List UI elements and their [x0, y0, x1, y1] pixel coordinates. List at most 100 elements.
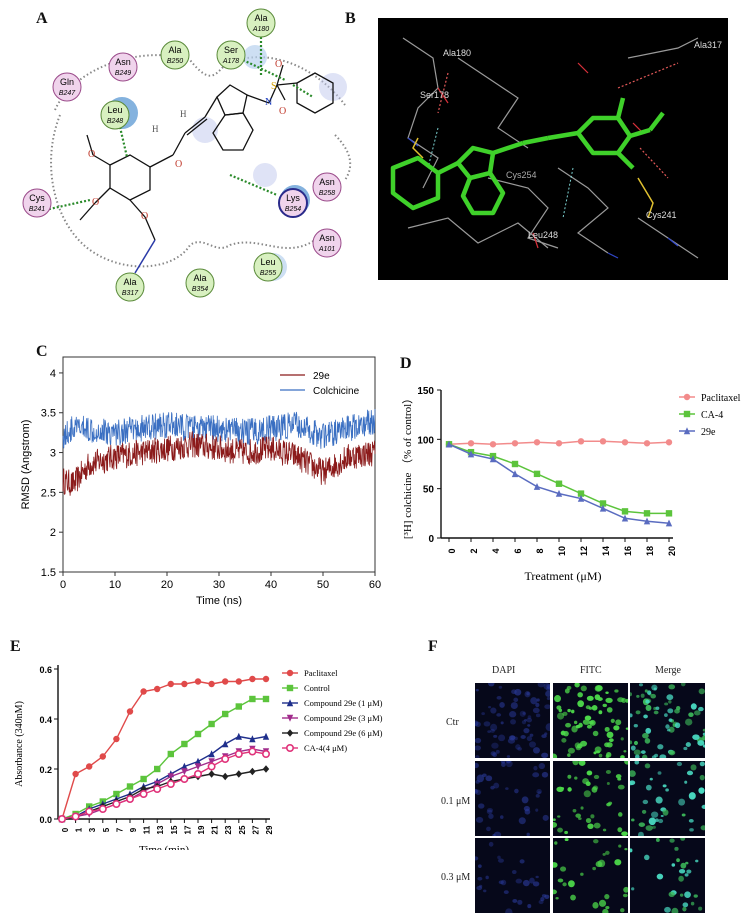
- row-label-0-3: 0.3 μM: [441, 872, 471, 883]
- docking-render: Ala180 Ser178 Ala317 Cys254 Leu248 Cys24…: [378, 18, 728, 280]
- data-point: [181, 680, 188, 688]
- data-point: [222, 710, 229, 718]
- data-point: [194, 757, 202, 765]
- x-tick-label: 27: [251, 825, 260, 834]
- data-point: [262, 732, 270, 740]
- data-point: [86, 763, 93, 770]
- micro-image-fitc-row1: [553, 683, 628, 758]
- micro-image-merge-row3: [630, 838, 705, 913]
- y-tick-label: 0.6: [39, 665, 52, 675]
- y-tick-label: 3: [50, 448, 56, 460]
- legend-marker: [286, 714, 294, 722]
- data-point: [72, 770, 79, 778]
- x-tick-label: 17: [183, 825, 192, 834]
- svg-text:Gln: Gln: [60, 77, 74, 87]
- data-point: [181, 762, 188, 770]
- series-line: [61, 748, 267, 820]
- svg-text:O: O: [175, 159, 182, 170]
- legend-marker: [683, 427, 691, 435]
- interaction-diagram: O O S N O O O O H H Ala A180 Ser A178 Asn B…: [22, 8, 352, 302]
- x-tick-label: 10: [109, 579, 121, 591]
- y-tick-label: 1.5: [41, 567, 56, 579]
- data-point: [577, 438, 585, 445]
- data-point: [113, 735, 120, 743]
- data-point: [57, 815, 66, 824]
- legend-label: CA-4: [701, 410, 723, 421]
- y-axis-label: Absorbance (340nM): [14, 701, 25, 787]
- x-tick-label: 40: [265, 579, 277, 591]
- data-point: [249, 735, 256, 743]
- x-tick-label: 20: [667, 546, 677, 556]
- rmsd-chart: 0 10 20 30 40 50 60 1.5 2 2.5 3 3.5 4 Time (ns) RMSD (…: [20, 356, 381, 607]
- legend-marker: [683, 393, 691, 401]
- micro-image-fitc-row3: [553, 838, 628, 913]
- data-point: [555, 489, 563, 497]
- row-label-ctr: Ctr: [446, 717, 459, 728]
- x-tick-label: 8: [535, 548, 545, 553]
- data-point: [665, 519, 673, 527]
- svg-text:B248: B248: [107, 118, 123, 125]
- series-paclitaxel: [445, 438, 673, 448]
- data-point: [181, 768, 188, 776]
- pocket-contour: [54, 54, 346, 111]
- data-point: [154, 765, 161, 773]
- panel-a-letter: A: [36, 10, 48, 27]
- x-tick-label: 0: [61, 827, 70, 832]
- series-compound-29e-3-m-: [58, 745, 270, 823]
- data-point: [112, 800, 121, 809]
- residue-ala-b250: Ala B250: [160, 40, 190, 70]
- svg-text:Ser178: Ser178: [420, 90, 449, 100]
- data-point: [643, 440, 651, 447]
- data-point: [126, 795, 135, 804]
- data-point: [222, 772, 229, 781]
- svg-text:Ala: Ala: [168, 45, 181, 55]
- micro-image-dapi-row2: [475, 761, 550, 836]
- svg-text:B354: B354: [192, 286, 208, 293]
- svg-text:B317: B317: [122, 290, 139, 297]
- data-point: [208, 750, 215, 758]
- svg-text:Cys: Cys: [29, 193, 45, 203]
- data-point: [113, 790, 120, 798]
- x-tick-label: 16: [623, 546, 633, 556]
- y-axis-label: [³H] colchicine （% of control）: [401, 393, 414, 539]
- data-point: [235, 732, 242, 740]
- x-tick-label: 20: [161, 579, 173, 591]
- data-point: [621, 514, 629, 522]
- data-point: [154, 685, 161, 693]
- residue-ser-a178: Ser A178: [216, 40, 246, 70]
- svg-text:B255: B255: [260, 270, 276, 277]
- series-line: [61, 698, 266, 820]
- x-tick-label: 10: [557, 546, 567, 556]
- data-point: [99, 753, 107, 760]
- colchicine-binding-chart: 0 50 100 150 0 2 4 6 8 10 12 14 16 18 20 Treatment (μM)…: [401, 386, 741, 583]
- residue-asn-b258: Asn B258: [312, 172, 342, 202]
- x-tick-label: 15: [170, 825, 179, 834]
- x-tick-label: 4: [491, 548, 501, 553]
- series-line: [61, 735, 267, 820]
- series-line: [61, 678, 266, 820]
- row-label-0-1: 0.1 μM: [441, 796, 471, 807]
- svg-text:B247: B247: [59, 90, 76, 97]
- svg-text:Asn: Asn: [115, 57, 131, 67]
- data-point: [555, 480, 563, 487]
- tubulin-polymerization-chart: 0.00.20.40.60 1 3 5 7 9 11 13 15 17 19 21 23 25 27 29Ti…: [14, 665, 383, 850]
- data-point: [222, 740, 229, 748]
- svg-text:Ala: Ala: [123, 277, 136, 287]
- x-tick-label: 21: [211, 825, 220, 834]
- x-tick-label: 18: [645, 546, 655, 556]
- svg-text:H: H: [152, 124, 159, 134]
- data-point: [467, 450, 475, 458]
- svg-text:Asn: Asn: [319, 233, 335, 243]
- col-header-dapi: DAPI: [492, 665, 516, 676]
- data-point: [665, 510, 673, 517]
- svg-text:Ala317: Ala317: [694, 40, 722, 50]
- svg-text:A180: A180: [252, 26, 269, 33]
- data-point: [249, 675, 256, 683]
- legend-marker: [286, 729, 294, 737]
- svg-text:Leu: Leu: [260, 257, 275, 267]
- y-axis-label: RMSD (Angstrom): [20, 420, 32, 510]
- legend-label: CA-4(4 μM): [304, 743, 347, 753]
- x-tick-label: 1: [75, 827, 84, 832]
- data-point: [222, 678, 229, 685]
- micro-image-dapi-row3: [475, 838, 550, 913]
